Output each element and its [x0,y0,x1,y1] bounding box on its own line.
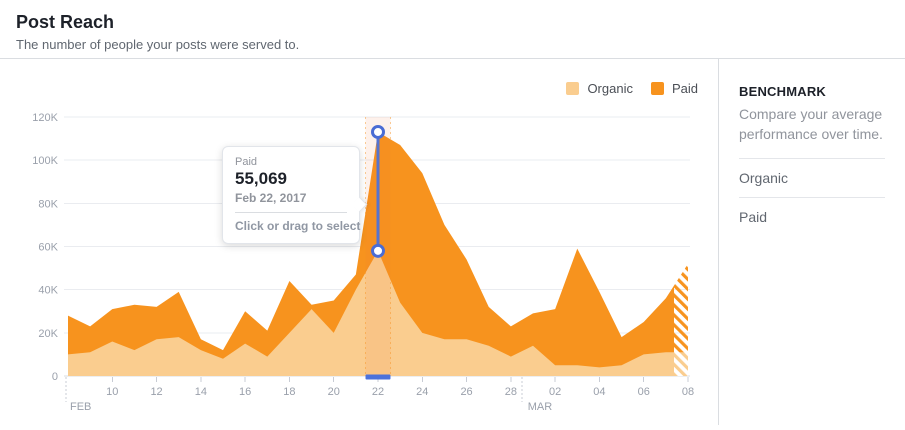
x-axis-tick-label: 26 [460,386,472,398]
legend-organic-label: Organic [587,81,633,96]
divider [739,197,885,198]
post-reach-area-chart[interactable]: 0 20K 40K 60K 80K 100K 120K 10 12 14 16 18 20 22 24 26 2… [0,59,718,425]
y-axis-tick-label: 100K [32,155,58,167]
selection-handle-top[interactable] [371,124,385,139]
y-axis-tick-label: 120K [32,112,58,124]
organic-area [68,250,674,376]
benchmark-item-organic[interactable]: Organic [739,170,789,186]
divider [739,158,885,159]
x-axis-tick-label: 14 [195,386,207,398]
x-axis-tick-label: 02 [549,386,561,398]
page-title: Post Reach [16,12,115,32]
tooltip-hint: Click or drag to select [235,219,361,233]
selection-handle-bottom[interactable] [371,243,385,258]
tooltip-divider [235,212,347,213]
legend-item-paid[interactable]: Paid [650,81,698,96]
axis-selection-bar[interactable] [365,374,391,380]
x-axis-tick-label: 18 [283,386,295,398]
paid-area [68,131,674,376]
month-label: MAR [528,401,553,413]
tooltip-value: 55,069 [235,169,287,188]
x-axis-tick-label: 12 [150,386,162,398]
y-axis-tick-label: 60K [38,242,58,254]
organic-swatch-icon [566,82,580,95]
tooltip-date: Feb 22, 2017 [235,191,307,205]
y-axis-tick-label: 40K [38,285,58,297]
paid-swatch-icon [650,82,664,95]
organic-area-projected [674,352,688,376]
y-axis-tick-label: 80K [38,198,58,210]
post-reach-header: Post Reach The number of people your pos… [0,0,905,59]
tooltip-series-label: Paid [235,156,258,168]
benchmark-item-paid[interactable]: Paid [739,209,768,225]
page-subtitle: The number of people your posts were ser… [16,37,300,52]
benchmark-title: BENCHMARK [739,84,827,99]
x-axis-tick-label: 08 [682,386,694,398]
x-axis-tick-label: 06 [638,386,650,398]
x-axis-tick-label: 22 [372,386,384,398]
x-axis-tick-label: 24 [416,386,428,398]
x-axis-tick-label: 10 [106,386,118,398]
x-axis-tick-label: 28 [505,386,517,398]
y-axis-tick-label: 0 [52,371,58,383]
chart-legend: Organic Paid [566,81,698,96]
x-axis-tick-label: 16 [239,386,251,398]
legend-paid-label: Paid [671,81,698,96]
reach-chart-panel: Organic Paid 0 20K 40K 60K 80K 100K 120K 10 12 14… [0,59,718,425]
main-content: Organic Paid 0 20K 40K 60K 80K 100K 120K 10 12 14… [0,59,905,425]
month-label: FEB [70,401,91,413]
benchmark-sidebar: BENCHMARK Compare your average performan… [718,59,905,425]
chart-tooltip: Paid 55,069 Feb 22, 2017 Click or drag t… [222,146,368,244]
y-axis-tick-label: 20K [38,328,58,340]
x-axis-tick-label: 04 [593,386,605,398]
x-axis-tick-label: 20 [328,386,340,398]
paid-area-projected [674,263,688,376]
legend-item-organic[interactable]: Organic [566,81,633,96]
benchmark-description: Compare your average performance over ti… [739,106,883,142]
